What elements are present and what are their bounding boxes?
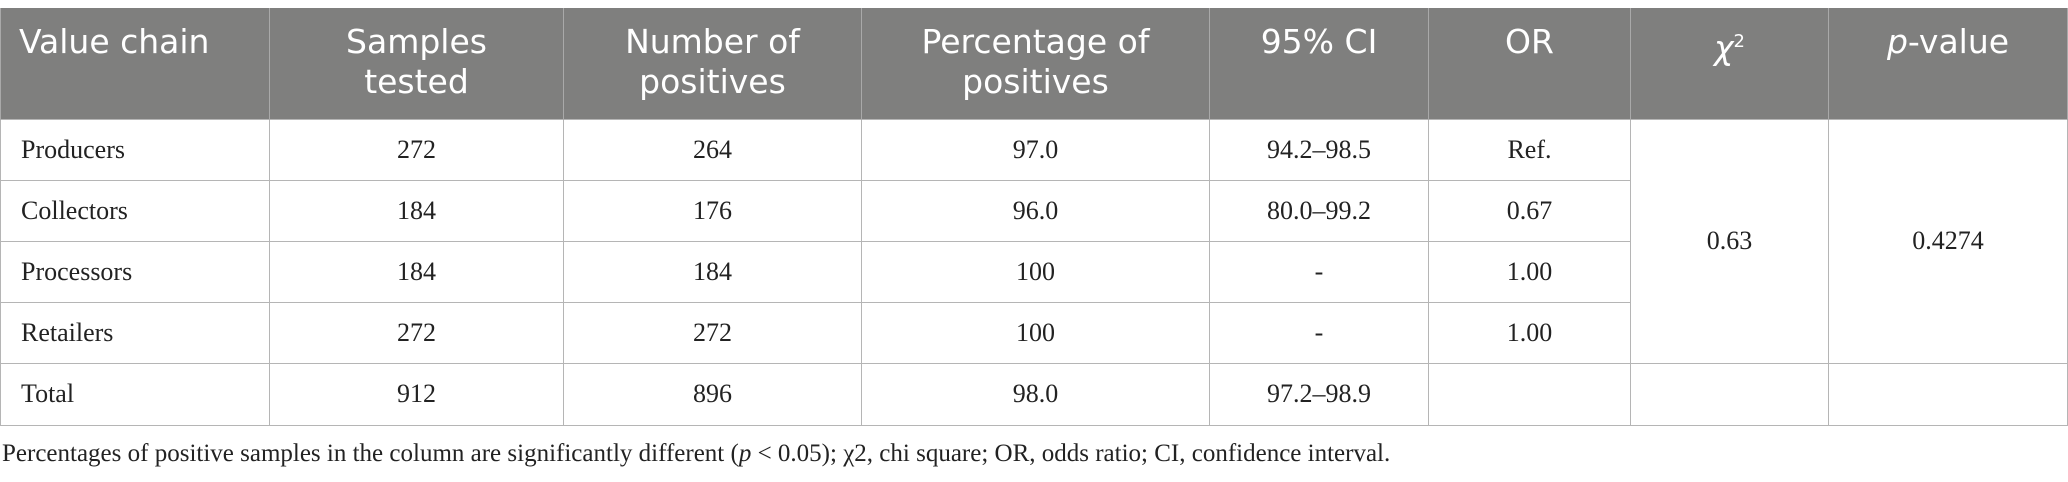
cell-chi-square-merged: 0.63: [1630, 118, 1829, 364]
cell-percentage-of-positives: 100: [861, 240, 1210, 303]
cell-total-p-value: [1828, 362, 2068, 426]
cell-total-or: [1428, 362, 1631, 426]
table-total-row: Total 912 896 98.0 97.2–98.9: [0, 362, 2068, 426]
header-chi-square: χ2: [1630, 8, 1829, 119]
table-row: Producers 272 264 97.0 94.2–98.5 Ref. 0.…: [0, 118, 2068, 364]
cell-p-value-merged: 0.4274: [1828, 118, 2068, 364]
cell-total-chi-square: [1630, 362, 1829, 426]
cell-value-chain: Retailers: [0, 301, 270, 364]
cell-95-ci: -: [1209, 301, 1429, 364]
cell-value-chain: Collectors: [0, 179, 270, 242]
cell-95-ci: -: [1209, 240, 1429, 303]
cell-samples-tested: 184: [269, 179, 564, 242]
cell-samples-tested: 184: [269, 240, 564, 303]
cell-number-of-positives: 264: [563, 118, 862, 181]
cell-samples-tested: 272: [269, 118, 564, 181]
cell-number-of-positives: 272: [563, 301, 862, 364]
cell-percentage-of-positives: 100: [861, 301, 1210, 364]
cell-number-of-positives: 184: [563, 240, 862, 303]
cell-value-chain: Producers: [0, 118, 270, 181]
results-table-container: Value chain Samples tested Number of posit…: [0, 8, 2068, 426]
cell-or: 0.67: [1428, 179, 1631, 242]
cell-or: 1.00: [1428, 301, 1631, 364]
table-row: Processors 184 184 100 - 1.00: [0, 240, 2068, 303]
cell-or: Ref.: [1428, 118, 1631, 181]
cell-95-ci: 80.0–99.2: [1209, 179, 1429, 242]
cell-samples-tested: 272: [269, 301, 564, 364]
cell-number-of-positives: 176: [563, 179, 862, 242]
header-p-value: p-value: [1828, 8, 2068, 119]
header-percentage-of-positives: Percentage of positives: [861, 8, 1210, 119]
value-chain-results-table: Value chain Samples tested Number of posit…: [0, 8, 2068, 426]
cell-total-95-ci: 97.2–98.9: [1209, 362, 1429, 426]
header-95-ci: 95% CI: [1209, 8, 1429, 119]
table-footnote: Percentages of positive samples in the c…: [2, 440, 1391, 467]
header-value-chain: Value chain: [0, 8, 270, 119]
cell-or: 1.00: [1428, 240, 1631, 303]
cell-value-chain: Processors: [0, 240, 270, 303]
table-row: Retailers 272 272 100 - 1.00: [0, 301, 2068, 364]
cell-95-ci: 94.2–98.5: [1209, 118, 1429, 181]
header-number-of-positives: Number of positives: [563, 8, 862, 119]
cell-percentage-of-positives: 97.0: [861, 118, 1210, 181]
cell-total-percentage-of-positives: 98.0: [861, 362, 1210, 426]
cell-percentage-of-positives: 96.0: [861, 179, 1210, 242]
header-or: OR: [1428, 8, 1631, 119]
table-header-row: Value chain Samples tested Number of posit…: [0, 8, 2068, 119]
cell-total-label: Total: [0, 362, 270, 426]
cell-total-number-of-positives: 896: [563, 362, 862, 426]
cell-total-samples-tested: 912: [269, 362, 564, 426]
header-samples-tested: Samples tested: [269, 8, 564, 119]
